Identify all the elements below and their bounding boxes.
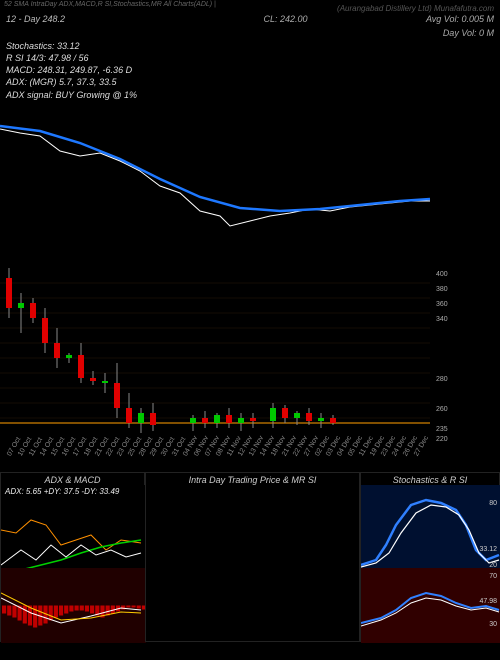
watermark: (Aurangabad Distillery Ltd) Munafafutra.… [337,4,494,13]
svg-text:20: 20 [489,562,497,569]
svg-text:220: 220 [436,436,448,443]
day-vol: Day Vol: 0 M [443,28,494,38]
intraday-panel: Intra Day Trading Price & MR SI [145,472,360,642]
stat-adx: ADX: (MGR) 5.7, 37.3, 33.5 [6,76,494,88]
svg-text:70: 70 [489,573,497,580]
candlestick-chart: 400 380 360 340 280 260 235 220 [0,263,500,448]
ticker-strip: 52 SMA IntraDay ADX,MACD,R SI,Stochastic… [4,1,216,8]
svg-text:260: 260 [436,406,448,413]
stoch-title: Stochastics & R SI [361,475,499,485]
header-row-2: Day Vol: 0 M [0,26,500,40]
intraday-title: Intra Day Trading Price & MR SI [146,475,359,485]
bottom-panels: ADX & MACD ADX: 5.65 +DY: 37.5 -DY: 33.4… [0,472,500,642]
day-sma: 12 - Day 248.2 [6,14,65,24]
stochastics-rsi-chart: 80 33.12 20 70 47.98 30 [361,473,500,643]
adx-macd-chart [1,473,146,643]
adx-macd-panel: ADX & MACD ADX: 5.65 +DY: 37.5 -DY: 33.4… [0,472,145,642]
svg-text:30: 30 [489,621,497,628]
adx-title: ADX & MACD [1,475,144,485]
stat-stochastics: Stochastics: 33.12 [6,40,494,52]
svg-text:380: 380 [436,286,448,293]
date-axis: 07 Oct10 Oct11 Oct14 Oct15 Oct16 Oct17 O… [0,450,500,472]
svg-text:400: 400 [436,271,448,278]
svg-text:360: 360 [436,301,448,308]
avg-vol: Avg Vol: 0.005 M [426,14,494,24]
header-row-1: 12 - Day 248.2 CL: 242.00 Avg Vol: 0.005… [0,12,500,26]
svg-text:33.12: 33.12 [479,546,497,553]
svg-text:80: 80 [489,500,497,507]
stat-macd: MACD: 248.31, 249.87, -6.36 D [6,64,494,76]
close-price: CL: 242.00 [263,14,307,24]
svg-text:235: 235 [436,426,448,433]
indicator-stats: Stochastics: 33.12 R SI 14/3: 47.98 / 56… [0,40,500,101]
adx-subtitle: ADX: 5.65 +DY: 37.5 -DY: 33.49 [5,487,119,496]
stat-adx-signal: ADX signal: BUY Growing @ 1% [6,89,494,101]
svg-text:47.98: 47.98 [479,598,497,605]
svg-text:340: 340 [436,316,448,323]
price-line-chart [0,101,500,261]
svg-text:280: 280 [436,376,448,383]
stochastics-rsi-panel: Stochastics & R SI 80 33.12 20 70 47.98 30 [360,472,500,642]
stat-rsi: R SI 14/3: 47.98 / 56 [6,52,494,64]
